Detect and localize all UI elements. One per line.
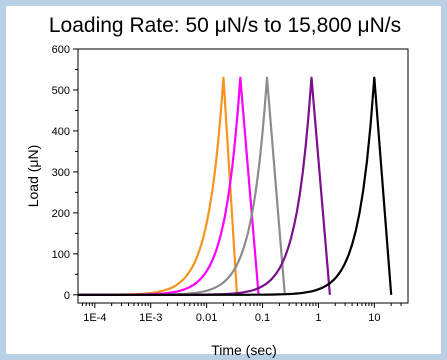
y-tick-label: 300: [52, 167, 70, 179]
series-point: [103, 293, 106, 296]
series-point: [100, 293, 103, 296]
series-point: [137, 293, 140, 296]
x-tick-label: 0.1: [255, 312, 270, 324]
series-point: [167, 293, 170, 296]
series-point: [97, 293, 100, 296]
series-line: [78, 76, 239, 296]
series-point: [80, 293, 83, 296]
series-point: [147, 293, 150, 296]
series-point: [191, 293, 193, 296]
series-line: [78, 76, 286, 296]
y-tick-label: 200: [52, 208, 70, 220]
y-tick-label: 0: [64, 290, 70, 302]
series-point: [181, 293, 183, 296]
series-point: [83, 293, 86, 296]
x-axis-label: Time (sec): [211, 342, 277, 358]
series-point: [174, 293, 177, 296]
series-point: [127, 293, 130, 296]
plot-area-frame: [77, 48, 409, 304]
series-point: [77, 293, 79, 296]
series-point: [117, 293, 120, 296]
x-tick-label: 1E-4: [83, 312, 106, 324]
series-point: [140, 293, 143, 296]
series-point: [87, 293, 89, 296]
series-point: [144, 293, 146, 296]
y-tick-label: 500: [52, 85, 70, 97]
series-point: [107, 293, 110, 296]
series-point: [164, 293, 167, 296]
y-tick-label: 100: [52, 249, 70, 261]
series-point: [110, 293, 113, 296]
series-line: [78, 76, 260, 296]
series-point: [157, 293, 160, 296]
series-point: [113, 293, 116, 296]
y-tick-label: 600: [52, 44, 70, 56]
x-tick-label: 1: [315, 312, 321, 324]
chart-title: Loading Rate: 50 μN/s to 15,800 μN/s: [49, 14, 401, 37]
series-point: [207, 293, 210, 296]
y-tick-label: 400: [52, 126, 70, 138]
series-point: [90, 293, 93, 296]
x-tick-label: 10: [368, 312, 380, 324]
x-tick-label: 0.01: [196, 312, 217, 324]
series-point: [184, 293, 187, 296]
y-axis-label: Load (μN): [25, 145, 41, 208]
series-point: [93, 293, 96, 296]
series-point: [130, 293, 133, 296]
series-point: [171, 293, 173, 296]
series-point: [120, 293, 123, 296]
chart-marks: 0 100 200 300 400 500 600 1E-4 1E-3 0.01 0.1 1 10: [52, 44, 402, 324]
series-point: [201, 293, 204, 296]
series-point: [134, 293, 136, 296]
x-tick-label: 1E-3: [139, 312, 162, 324]
series-point: [124, 293, 126, 296]
series-point: [197, 293, 200, 296]
series-line: [78, 76, 331, 296]
series-point: [187, 293, 190, 296]
series-point: [194, 293, 197, 296]
series-point: [204, 293, 207, 296]
series-point: [160, 293, 163, 296]
series-point: [154, 293, 157, 296]
series-point: [150, 293, 153, 296]
series-point: [177, 293, 180, 296]
